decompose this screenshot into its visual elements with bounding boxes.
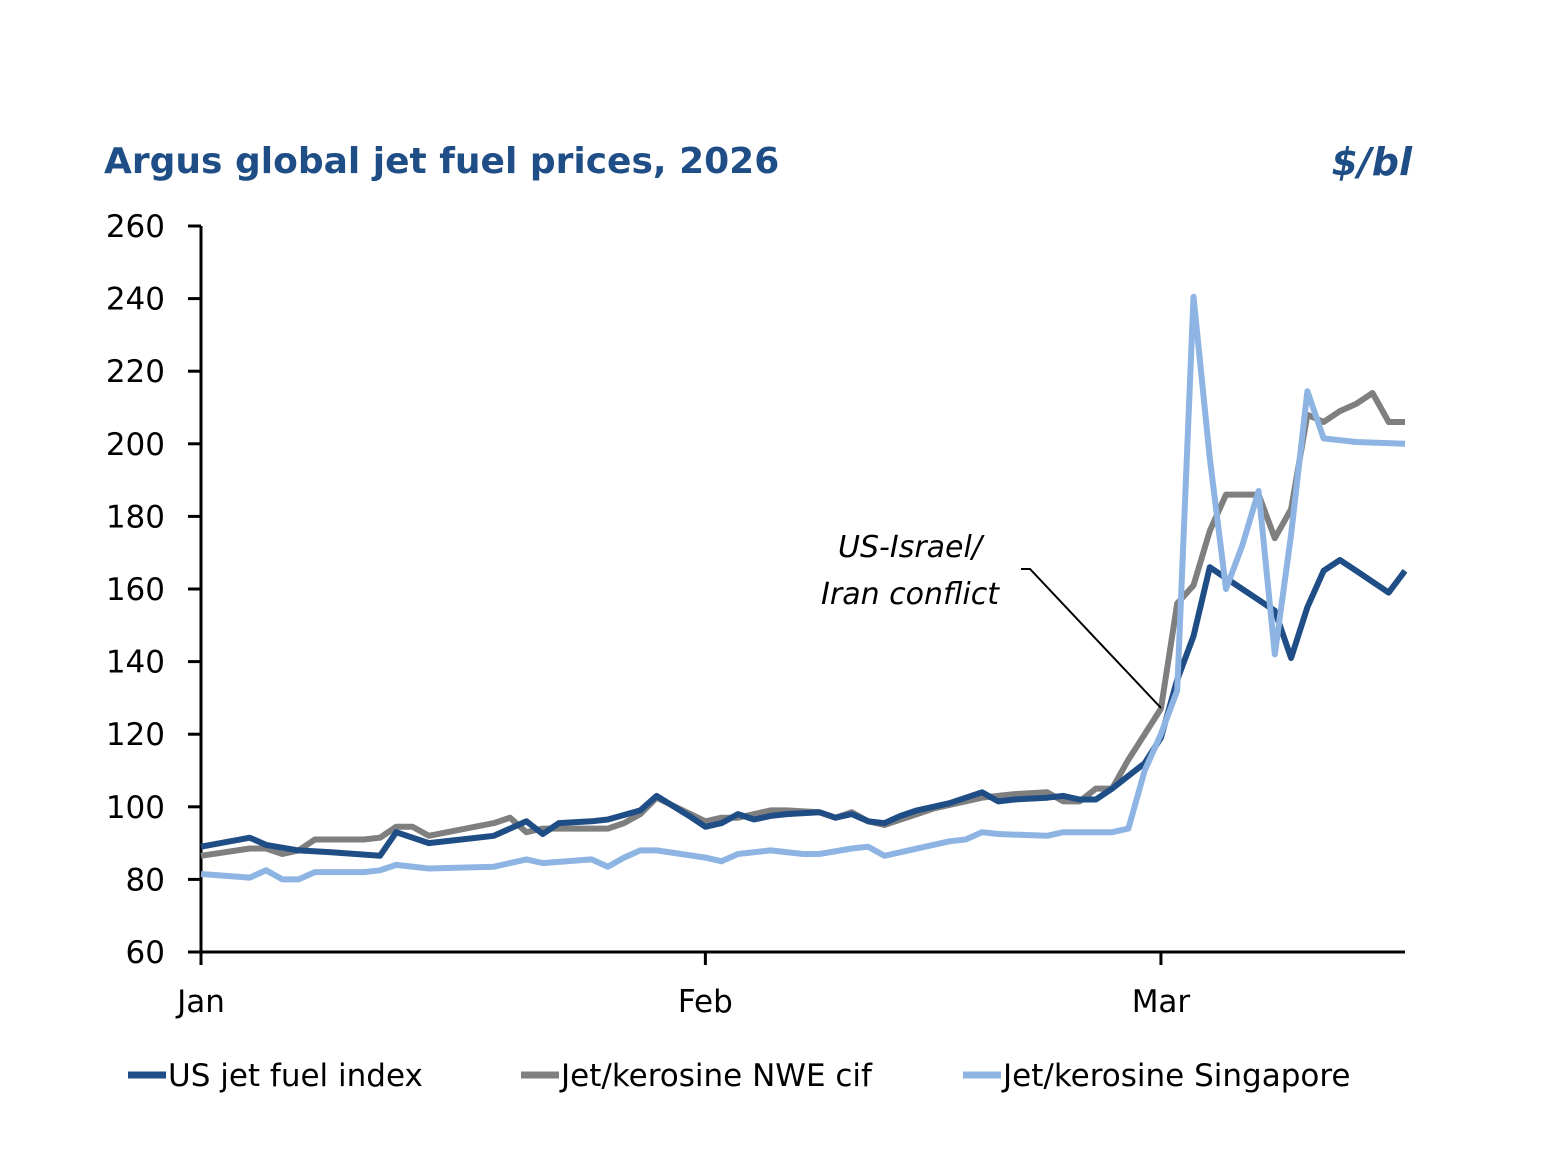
y-tick-label: 160 [106,572,165,608]
y-tick-label: 60 [126,935,165,971]
y-tick-label: 120 [106,717,165,753]
y-tick-label: 100 [106,790,165,826]
legend-label: Jet/kerosine Singapore [1001,1058,1351,1094]
series-line-us-jet-fuel-index [200,557,1408,859]
y-tick-label: 80 [126,862,165,898]
y-tick-label: 180 [106,499,165,535]
legend-label: Jet/kerosine NWE cif [559,1058,873,1094]
annotation-line-2: Iran conflict [821,577,1000,612]
y-tick-label: 200 [106,427,165,463]
legend: US jet fuel index Jet/kerosine NWE cif Jet… [128,1058,1351,1094]
series-line-jet-kerosine-nwe-cif [200,390,1405,859]
legend-item: Jet/kerosine NWE cif [521,1058,873,1094]
annotation: US-Israel/ Iran conflict [821,530,1162,709]
annotation-leader-line [1021,568,1162,709]
x-tick-label: Feb [678,984,733,1020]
x-axis: Jan Feb Mar [175,950,1405,1020]
series-layer [200,293,1408,883]
unit-label: $/bl [1331,140,1413,184]
legend-label: US jet fuel index [168,1058,423,1094]
chart-title: Argus global jet fuel prices, 2026 [104,141,779,182]
legend-item: Jet/kerosine Singapore [963,1058,1351,1094]
y-tick-label: 140 [106,645,165,681]
x-tick-label: Jan [175,984,225,1020]
x-tick-label: Mar [1132,984,1191,1020]
y-axis: 60 80 100 120 140 160 180 200 220 240 260 [106,209,203,971]
annotation-line-1: US-Israel/ [838,530,985,565]
y-tick-label: 220 [106,354,165,390]
legend-item: US jet fuel index [128,1058,423,1094]
series-line-jet-kerosine-singapore [200,293,1406,883]
y-tick-label: 240 [106,282,165,318]
y-tick-label: 260 [106,209,165,245]
